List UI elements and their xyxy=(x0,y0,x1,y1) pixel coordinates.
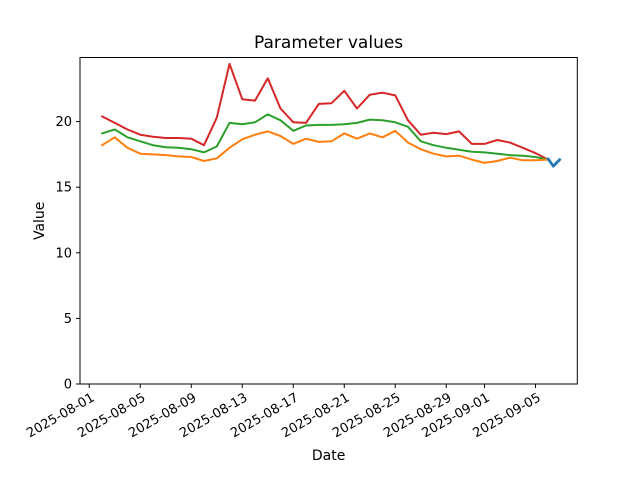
y-tick-label: 10 xyxy=(55,246,72,261)
plot-border xyxy=(79,57,578,385)
series-line-orange xyxy=(101,129,550,164)
y-tick-label: 0 xyxy=(64,378,72,393)
chart-title: Parameter values xyxy=(254,33,403,53)
x-axis-label: Date xyxy=(312,448,345,464)
y-axis-label: Value xyxy=(32,202,48,240)
series-line-blue xyxy=(546,157,562,168)
series-line-red xyxy=(101,62,550,161)
y-tick-label: 15 xyxy=(55,181,72,196)
y-tick-label: 5 xyxy=(64,312,72,327)
series-line-green xyxy=(101,113,550,161)
y-tick-label: 20 xyxy=(55,115,72,130)
